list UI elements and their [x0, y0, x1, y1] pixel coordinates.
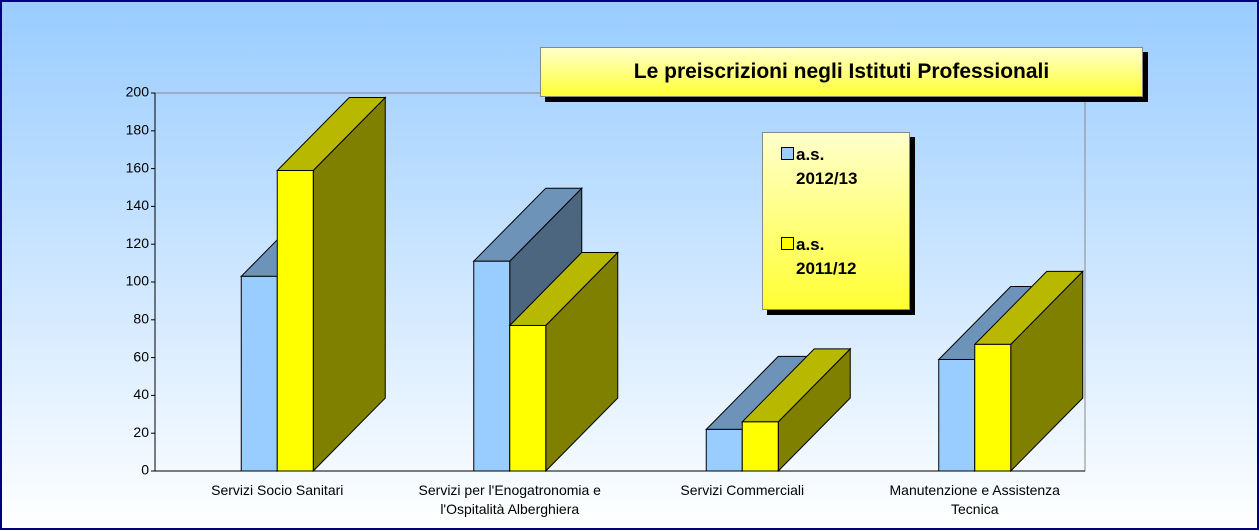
x-tick-label: Servizi Socio Sanitari [211, 482, 344, 498]
y-tick-label: 180 [126, 122, 150, 138]
bar [276, 169, 314, 472]
bar [938, 358, 976, 472]
x-tick-label: Manutenzione e Assistenza Tecnica [889, 482, 1060, 517]
y-tick-label: 20 [133, 424, 149, 440]
y-tick-label: 40 [133, 386, 149, 402]
y-tick-label: 140 [126, 197, 150, 213]
y-tick-label: 160 [126, 159, 150, 175]
y-tick-label: 100 [126, 273, 150, 289]
y-tick-label: 60 [133, 348, 149, 364]
bar [240, 275, 278, 472]
legend-swatch [781, 147, 794, 160]
bar [473, 260, 511, 472]
legend-swatch [781, 237, 794, 250]
y-tick-label: 80 [133, 311, 149, 327]
x-tick-label: Servizi per l'Enogatronomia e l'Ospitali… [418, 482, 601, 517]
chart-title: Le preiscrizioni negli Istituti Professi… [540, 47, 1143, 97]
legend: a.s. 2012/13 a.s. 2011/12 [762, 132, 910, 310]
x-tick-label: Servizi Commerciali [680, 482, 805, 498]
legend-item: a.s. 2011/12 [781, 233, 901, 281]
legend-label: a.s. 2011/12 [796, 235, 857, 278]
bar [509, 324, 547, 472]
y-tick-label: 120 [126, 235, 150, 251]
y-tick-label: 200 [126, 84, 150, 100]
bar [705, 428, 743, 472]
legend-label: a.s. 2012/13 [796, 145, 858, 188]
y-tick-label: 0 [141, 462, 149, 478]
bar [741, 421, 779, 472]
bar [974, 343, 1012, 472]
legend-item: a.s. 2012/13 [781, 143, 901, 191]
